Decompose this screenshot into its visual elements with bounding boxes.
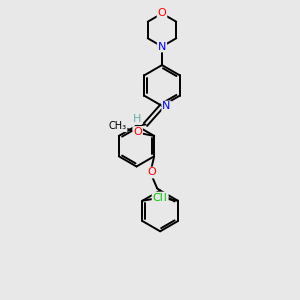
Text: O: O — [148, 167, 156, 178]
Text: O: O — [158, 8, 166, 19]
Text: H: H — [133, 114, 141, 124]
Text: O: O — [133, 127, 142, 137]
Text: N: N — [158, 41, 166, 52]
Text: Cl: Cl — [153, 193, 164, 203]
Text: CH₃: CH₃ — [109, 121, 127, 131]
Text: N: N — [162, 101, 171, 112]
Text: Cl: Cl — [157, 193, 168, 203]
